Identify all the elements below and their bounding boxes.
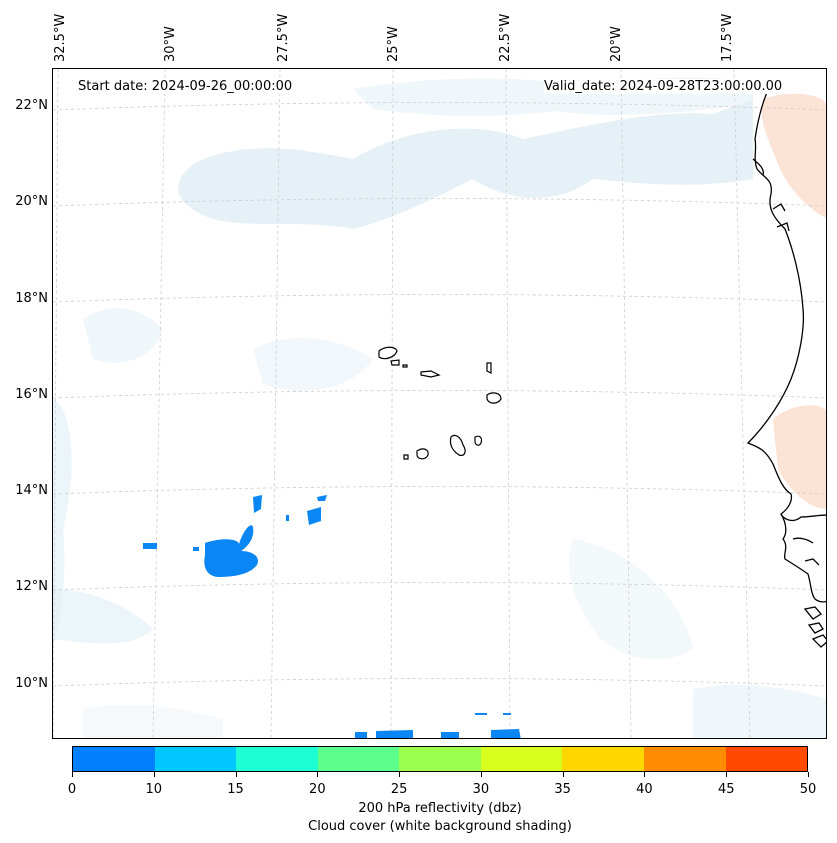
colorbar-tickmark <box>153 772 155 777</box>
island-santa-luzia <box>402 364 408 368</box>
island-santiago <box>449 434 466 456</box>
lat-label-18n: 18°N <box>15 291 48 306</box>
gridlines <box>53 69 826 738</box>
cloud-south-east <box>693 684 826 738</box>
colorbar-segment-4 <box>399 747 481 771</box>
warm-patch-north <box>761 93 826 218</box>
lon-label-27-5w: 27.5°W <box>276 13 291 62</box>
reflectivity-cell-small-4 <box>317 495 327 501</box>
island-maio <box>474 435 483 446</box>
lon-label-22-5w: 22.5°W <box>498 13 513 62</box>
reflectivity-cell-main <box>204 525 259 577</box>
reflectivity-cell-bottom-6 <box>503 713 511 715</box>
colorbar-tick-label: 25 <box>390 782 408 797</box>
island-sao-vicente <box>390 359 400 366</box>
reflectivity-cell-bottom-5 <box>475 713 487 715</box>
colorbar-tick-label: 0 <box>67 782 77 797</box>
lat-label-10n: 10°N <box>15 676 48 691</box>
valid-date-text: Valid_date: 2024-09-28T23:00:00.00 <box>544 79 783 94</box>
cloud-band-north <box>178 99 753 229</box>
cloud-south-west <box>83 704 223 738</box>
cape-verde-islands <box>378 346 502 460</box>
lat-label-20n: 20°N <box>15 194 48 209</box>
reflectivity-cell-bottom-4 <box>491 729 521 738</box>
colorbar-tick-label: 35 <box>554 782 571 797</box>
cloud-cover-shading <box>53 77 826 738</box>
cloud-southwest <box>53 589 153 644</box>
colorbar-segment-2 <box>236 747 318 771</box>
island-boa-vista <box>486 392 502 404</box>
reflectivity-cell-bottom-1 <box>355 732 367 738</box>
island-brava <box>403 454 409 460</box>
lon-label-30w: 30°W <box>163 26 178 62</box>
lat-label-14n: 14°N <box>15 483 48 498</box>
lon-label-25w: 25°W <box>386 26 401 62</box>
colorbar-tickmark <box>480 772 482 777</box>
cloud-south-center <box>569 539 693 660</box>
map-panel[interactable]: Start date: 2024-09-26_00:00:00 Valid_da… <box>52 68 827 739</box>
colorbar-segment-7 <box>643 747 726 771</box>
colorbar-tickmark <box>562 772 564 777</box>
cloud-west-edge <box>53 399 72 649</box>
colorbar <box>72 746 808 772</box>
warm-patch-south <box>773 405 826 509</box>
colorbar-tickmark <box>808 772 809 777</box>
start-date-text: Start date: 2024-09-26_00:00:00 <box>78 79 293 94</box>
colorbar-tick-label: 50 <box>799 782 817 797</box>
reflectivity-cell-bottom-2 <box>376 730 413 738</box>
lon-label-20w: 20°W <box>609 26 624 62</box>
island-sal <box>486 362 492 374</box>
colorbar-tick-label: 20 <box>309 782 326 797</box>
reflectivity-cell-small-6 <box>193 547 199 551</box>
lat-label-16n: 16°N <box>15 387 48 402</box>
africa-coastline <box>746 83 826 648</box>
colorbar-tick-label: 15 <box>227 782 244 797</box>
lon-label-32-5w: 32.5°W <box>53 13 68 62</box>
cloud-mid-west <box>83 308 163 363</box>
island-sao-nicolau <box>420 370 441 378</box>
colorbar-segment-8 <box>725 747 808 771</box>
colorbar-tickmark <box>72 772 73 777</box>
reflectivity-cells <box>143 495 521 738</box>
colorbar-tickmark <box>235 772 237 777</box>
colorbar-label-reflectivity: 200 hPa reflectivity (dbz) <box>358 801 522 816</box>
colorbar-label-cloud-cover: Cloud cover (white background shading) <box>308 819 572 834</box>
colorbar-segment-0 <box>73 747 155 771</box>
reflectivity-cell-small-3 <box>307 507 321 525</box>
reflectivity-cell-small-5 <box>286 515 289 521</box>
lat-label-22n: 22°N <box>15 98 48 113</box>
warm-shading <box>761 93 826 509</box>
colorbar-tick-label: 45 <box>717 782 735 797</box>
colorbar-tick-label: 30 <box>472 782 490 797</box>
colorbar-segment-6 <box>562 747 644 771</box>
colorbar-tick-label: 10 <box>145 782 163 797</box>
colorbar-tickmark <box>726 772 728 777</box>
reflectivity-cell-bottom-3 <box>441 732 459 738</box>
colorbar-tickmark <box>644 772 646 777</box>
colorbar-segment-3 <box>317 747 400 771</box>
reflectivity-cell-small-1 <box>143 543 157 549</box>
colorbar-tickmark <box>399 772 401 777</box>
colorbar-segment-1 <box>154 747 237 771</box>
reflectivity-cell-small-2 <box>253 495 262 513</box>
island-fogo <box>416 448 429 460</box>
colorbar-tickmark <box>317 772 319 777</box>
island-santo-antao <box>378 346 398 360</box>
colorbar-segment-5 <box>480 747 563 771</box>
lat-label-12n: 12°N <box>15 579 48 594</box>
lon-label-17-5w: 17.5°W <box>720 13 735 62</box>
cloud-mid <box>253 338 373 391</box>
map-canvas <box>53 69 826 738</box>
colorbar-tick-label: 40 <box>636 782 653 797</box>
